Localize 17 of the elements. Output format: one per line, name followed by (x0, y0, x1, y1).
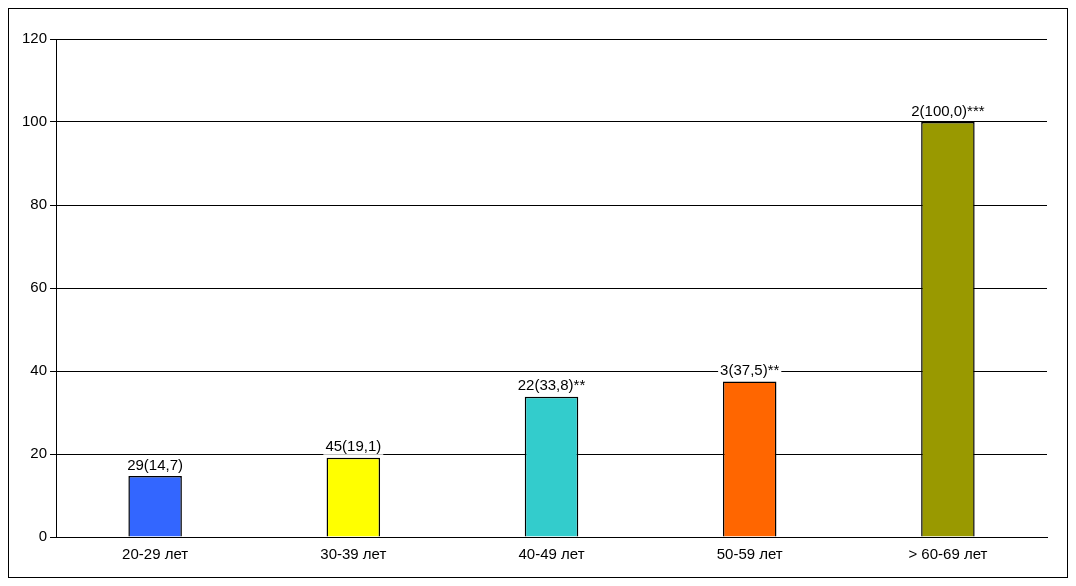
y-tick-label: 40 (30, 361, 48, 379)
y-tick-label: 20 (30, 444, 48, 462)
y-tick-label: 120 (22, 29, 48, 47)
data-label: 29(14,7) (127, 455, 184, 473)
data-label: 45(19,1) (325, 437, 382, 455)
y-tick-label: 100 (22, 112, 48, 130)
x-tick-label: > 60-69 лет (908, 545, 988, 563)
y-tick-label: 0 (38, 527, 48, 545)
data-label: 22(33,8)** (517, 376, 586, 394)
x-tick-label: 40-49 лет (518, 545, 585, 563)
y-tick-label: 60 (30, 278, 48, 296)
x-tick-label: 50-59 лет (716, 545, 783, 563)
y-tick-label: 80 (30, 195, 48, 213)
x-tick-label: 20-29 лет (122, 545, 189, 563)
x-tick-label: 30-39 лет (320, 545, 387, 563)
data-label: 2(100,0)*** (911, 101, 985, 119)
data-label: 3(37,5)** (720, 361, 780, 379)
